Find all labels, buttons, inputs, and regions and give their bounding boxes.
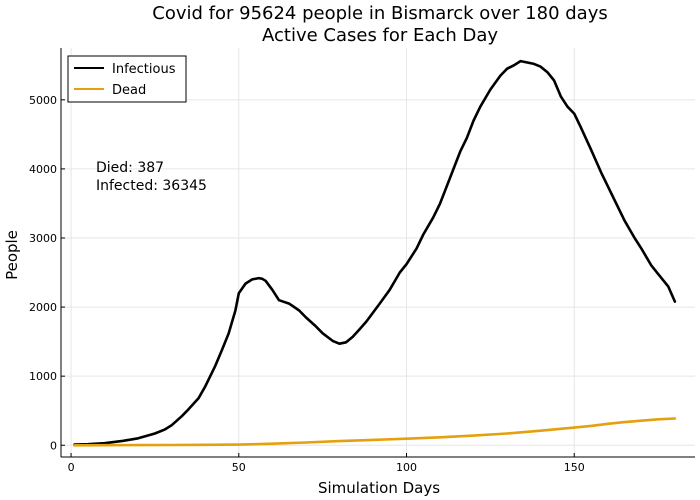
y-tick-label: 4000	[29, 163, 57, 176]
grid	[61, 48, 695, 457]
legend-label-dead: Dead	[112, 83, 146, 98]
y-tick-label: 2000	[29, 301, 57, 314]
tick-labels: 0 50 100 150 0 1000 2000 3000 4000 5000	[29, 94, 585, 474]
series-lines	[73, 59, 677, 447]
x-axis-label: Simulation Days	[318, 479, 440, 497]
series-line-infectious	[73, 59, 677, 446]
chart-title: Covid for 95624 people in Bismarck over …	[152, 3, 607, 24]
x-tick-label: 100	[396, 461, 417, 474]
y-tick-label: 5000	[29, 94, 57, 107]
y-axis-label: People	[3, 230, 21, 280]
annotation-infected: Infected: 36345	[96, 178, 207, 194]
legend-label-infectious: Infectious	[112, 62, 176, 77]
legend: Infectious Dead	[67, 55, 187, 103]
y-tick-label: 3000	[29, 232, 57, 245]
y-tick-label: 1000	[29, 370, 57, 383]
axes	[60, 48, 695, 458]
x-tick-label: 0	[68, 461, 75, 474]
legend-box	[67, 55, 187, 103]
chart-subtitle: Active Cases for Each Day	[262, 25, 498, 46]
annotation-died: Died: 387	[96, 160, 164, 176]
y-tick-label: 0	[50, 439, 57, 452]
x-tick-label: 150	[564, 461, 585, 474]
series-line-dead	[73, 417, 677, 447]
x-tick-label: 50	[232, 461, 246, 474]
